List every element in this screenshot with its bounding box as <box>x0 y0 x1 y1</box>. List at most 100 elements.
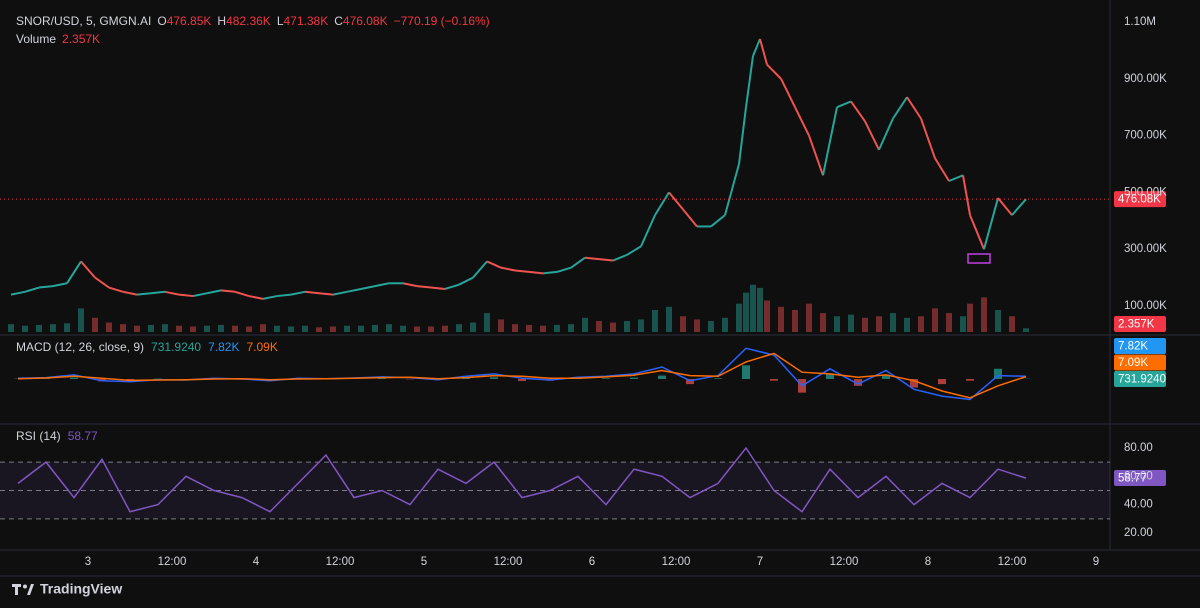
x-tick-label: 8 <box>925 556 931 568</box>
price-segment <box>570 256 586 269</box>
price-segment <box>220 289 236 293</box>
text-layer: 476.08K 1.10M 900.00K 700.00K 500.00K 300.00K… <box>16 14 1167 568</box>
volume-bar <box>567 324 574 332</box>
price-segment <box>542 270 558 275</box>
price-segment <box>556 266 572 273</box>
price-segment <box>136 292 152 296</box>
price-segment <box>759 38 768 65</box>
price-segment <box>66 260 82 284</box>
macd-badge-bg <box>1114 338 1166 354</box>
volume-bar <box>791 309 798 332</box>
volume-bar <box>889 313 896 332</box>
price-segment <box>206 289 222 295</box>
tradingview-logo <box>12 584 34 595</box>
price-segment <box>164 290 180 296</box>
price-badge: 476.08K <box>1118 194 1161 206</box>
price-segment <box>983 197 999 250</box>
price-segment <box>472 260 488 279</box>
macd-histogram-bar <box>741 365 750 379</box>
price-segment <box>584 256 600 261</box>
volume-bar <box>77 308 84 332</box>
y-tick-label: 60.00 <box>1124 470 1153 482</box>
price-segment <box>318 292 334 296</box>
price-segment <box>430 286 446 290</box>
volume-bar <box>301 325 308 332</box>
price-segment <box>122 290 138 296</box>
price-segment <box>514 269 530 273</box>
y-tick-label: 500.00K <box>1124 186 1167 198</box>
price-segment <box>24 286 40 293</box>
volume-bar <box>161 324 168 332</box>
macd-histogram-bar <box>657 375 666 379</box>
rsi-value: 58.77 <box>68 429 98 443</box>
volume-value: 2.357K <box>62 32 100 46</box>
volume-bar <box>525 324 532 332</box>
volume-bar <box>245 326 252 332</box>
macd-histogram-bar <box>993 368 1002 379</box>
price-segment <box>934 157 950 182</box>
x-tick-label: 12:00 <box>998 556 1027 568</box>
y-tick-label: 900.00K <box>1124 73 1167 85</box>
volume-bar <box>917 316 924 332</box>
macd-badge-bg <box>1114 371 1166 387</box>
price-segment <box>528 270 544 275</box>
macd-badge-bg <box>1114 354 1166 371</box>
macd-title: MACD (12, 26, close, 9) <box>16 340 144 354</box>
volume-bar <box>581 317 588 332</box>
volume-bar <box>469 322 476 332</box>
price-segment <box>304 290 320 295</box>
volume-bar <box>119 324 126 332</box>
y-tick-label: 1.10M <box>1124 16 1156 28</box>
macd-badge: 7.09K <box>1118 357 1148 369</box>
price-segment <box>598 258 614 262</box>
volume-bar <box>861 317 868 332</box>
price-segment <box>640 214 656 247</box>
volume-bar <box>623 320 630 332</box>
ohlc-key: H <box>217 14 226 28</box>
price-segment <box>906 96 922 120</box>
volume-bar <box>371 324 378 332</box>
price-segment <box>374 282 390 288</box>
price-segment <box>892 96 908 120</box>
price-segment <box>969 214 985 250</box>
volume-bar <box>805 303 812 332</box>
price-badge-bg <box>1114 191 1166 208</box>
macd-badge: 731.9240 <box>1118 374 1166 386</box>
volume-bar <box>147 324 154 332</box>
annotation-box <box>967 253 991 264</box>
price-segment <box>654 191 670 216</box>
x-tick-label: 9 <box>1093 556 1099 568</box>
volume-bar <box>553 324 560 332</box>
macd-histogram-bar <box>629 377 638 379</box>
ohlc-value: 476.85K <box>167 14 212 28</box>
change: −770.19 (−0.16%) <box>394 14 490 28</box>
volume-bar <box>483 313 490 332</box>
volume-bar <box>875 316 882 332</box>
volume-bar <box>679 316 686 332</box>
volume-bar <box>273 325 280 332</box>
volume-bar <box>777 306 784 332</box>
macd-histogram-bar <box>517 379 526 382</box>
volume-bar <box>959 316 966 332</box>
price-segment <box>402 282 418 288</box>
price-segment <box>444 283 460 290</box>
volume-bar <box>651 309 658 332</box>
macd-value: 731.9240 <box>151 340 201 354</box>
x-tick-label: 6 <box>589 556 595 568</box>
volume-bar <box>1022 328 1029 332</box>
price-segment <box>850 100 866 122</box>
price-segment <box>808 135 824 176</box>
volume-title: Volume <box>16 32 56 46</box>
rsi-title: RSI (14) <box>16 429 61 443</box>
volume-bar <box>91 317 98 332</box>
volume-bar <box>427 326 434 332</box>
price-segment <box>38 285 54 289</box>
macd-histogram-bar <box>965 379 974 381</box>
price-segment <box>178 293 194 298</box>
ohlc-key: C <box>334 14 343 28</box>
volume-bar <box>847 314 854 332</box>
price-segment <box>878 118 894 151</box>
volume-bar <box>980 297 987 332</box>
